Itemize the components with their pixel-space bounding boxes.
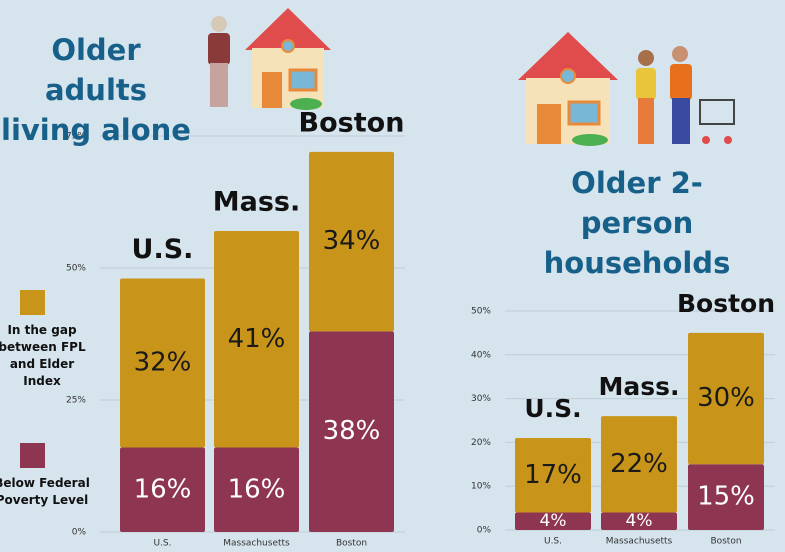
data-label: 38% — [323, 416, 381, 446]
y-tick-label: 75% — [66, 132, 86, 142]
house-icon — [518, 32, 618, 146]
x-tick-label: Boston — [336, 539, 367, 549]
legend-swatch — [20, 443, 45, 468]
bar-annotation: U.S. — [132, 234, 194, 265]
couple-icon — [636, 46, 735, 144]
data-label: 22% — [610, 449, 668, 479]
data-label: 4% — [540, 511, 567, 531]
y-tick-label: 50% — [471, 307, 491, 317]
data-label: 4% — [626, 511, 653, 531]
person-icon — [208, 16, 230, 107]
data-label: 34% — [323, 226, 381, 256]
house-icon — [245, 8, 331, 110]
data-label: 16% — [134, 474, 192, 504]
data-label: 32% — [134, 348, 192, 378]
bar-annotation: Mass. — [598, 372, 679, 401]
chart-title: Older 2-person households — [543, 166, 731, 280]
x-tick-label: Massachusetts — [223, 539, 290, 549]
x-tick-label: U.S. — [153, 539, 171, 549]
data-label: 16% — [228, 474, 286, 504]
y-tick-label: 40% — [471, 350, 491, 360]
bar-segment — [688, 464, 764, 530]
data-label: 15% — [697, 482, 755, 512]
x-tick-label: Massachusetts — [606, 537, 673, 547]
bar-segment — [515, 512, 591, 530]
y-tick-label: 0% — [72, 528, 87, 538]
bar-segment — [214, 231, 299, 448]
data-label: 17% — [524, 460, 582, 490]
bar-segment — [214, 447, 299, 532]
bar-annotation: U.S. — [524, 394, 581, 423]
bar-segment — [309, 331, 394, 532]
bar-segment — [515, 438, 591, 513]
y-tick-label: 0% — [477, 526, 492, 536]
y-tick-label: 50% — [66, 264, 86, 274]
legend-label: Below Federal Poverty Level — [0, 476, 90, 507]
y-tick-label: 25% — [66, 396, 86, 406]
bar-segment — [309, 151, 394, 332]
bar-annotation: Boston — [299, 107, 405, 138]
data-label: 30% — [697, 383, 755, 413]
data-label: 41% — [228, 324, 286, 354]
bar-segment — [688, 332, 764, 465]
bar-segment — [120, 278, 205, 448]
y-tick-label: 20% — [471, 438, 491, 448]
x-tick-label: U.S. — [544, 537, 562, 547]
legend-swatch — [20, 290, 45, 315]
bar-segment — [601, 512, 677, 530]
x-tick-label: Boston — [710, 537, 741, 547]
bar-annotation: Boston — [677, 289, 775, 318]
y-tick-label: 10% — [471, 482, 491, 492]
legend-label: In the gap between FPL and Elder Index — [0, 323, 86, 388]
bar-annotation: Mass. — [213, 187, 301, 218]
bar-segment — [601, 416, 677, 513]
bar-segment — [120, 447, 205, 532]
chart-title: Older adults living alone — [1, 33, 191, 147]
y-tick-label: 30% — [471, 394, 491, 404]
